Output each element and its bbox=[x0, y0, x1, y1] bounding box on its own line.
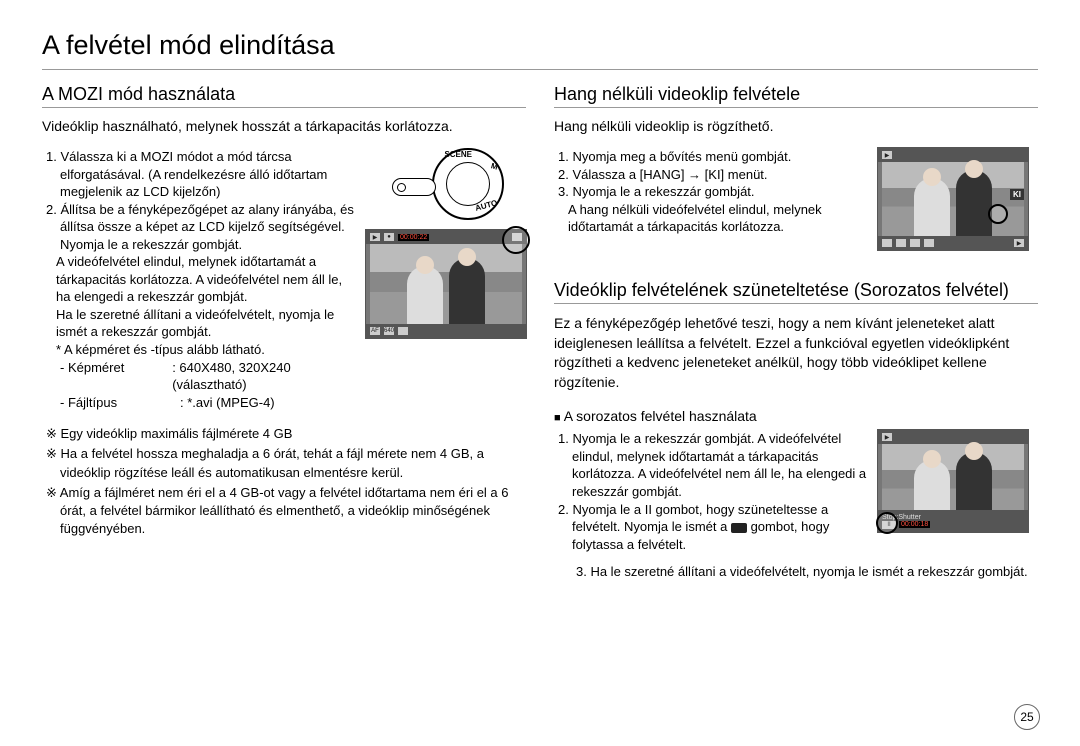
note-3: ※ Amíg a fájlméret nem éri el a 4 GB-ot … bbox=[60, 484, 526, 539]
right-a-step-2: 2. Válassza a [HANG] → [KI] menüt. bbox=[572, 166, 868, 184]
left-step-2: 2. Állítsa be a fényképezőgépet az alany… bbox=[60, 201, 356, 254]
spec-size-row: - Képméret : 640X480, 320X240 (választha… bbox=[42, 359, 356, 394]
ki-callout: KI bbox=[1010, 189, 1024, 200]
left-steps: 1. Válassza ki a MOZI módot a mód tárcsa… bbox=[42, 148, 356, 411]
right-a-heading: Hang nélküli videoklip felvétele bbox=[554, 84, 1038, 105]
subject-b bbox=[956, 170, 992, 236]
page-number: 25 bbox=[1014, 704, 1040, 730]
spec-type-label: - Fájltípus bbox=[60, 394, 180, 412]
quality-icon bbox=[398, 327, 408, 335]
spec-size-label: - Képméret bbox=[60, 359, 172, 394]
mode-icon: ▶ bbox=[370, 233, 380, 241]
mute-preview-image bbox=[882, 162, 1024, 236]
left-heading: A MOZI mód használata bbox=[42, 84, 526, 105]
tool-icon bbox=[910, 239, 920, 247]
right-b-figure-wrap: ▶ Stop:Shutter II 00:00:18 bbox=[878, 430, 1038, 553]
subject-b bbox=[449, 258, 485, 324]
spec-type-value: : *.avi (MPEG-4) bbox=[180, 394, 275, 412]
tool-icon bbox=[924, 239, 934, 247]
mute-topbar: ▶ bbox=[878, 148, 1028, 162]
right-b-block-1: 1. Nyomja le a rekeszzár gombját. A vide… bbox=[554, 430, 1038, 553]
pause-time: 00:00:18 bbox=[899, 521, 930, 528]
mute-preview-figure: ▶ ▶ KI bbox=[878, 148, 1028, 250]
right-b-step-3: 3. Ha le szeretné állítani a videófelvét… bbox=[572, 563, 1038, 581]
spec-size-value: : 640X480, 320X240 (választható) bbox=[172, 359, 356, 394]
mute-botbar: ▶ bbox=[878, 236, 1028, 250]
af-icon: AF bbox=[370, 327, 380, 335]
right-a-rule bbox=[554, 107, 1038, 108]
right-a-intro: Hang nélküli videoklip is rögzíthető. bbox=[554, 118, 1038, 134]
subject-a bbox=[914, 178, 950, 236]
right-a-step-1: 1. Nyomja meg a bővítés menü gombját. bbox=[572, 148, 868, 166]
left-intro: Videóklip használható, melynek hosszát a… bbox=[42, 118, 526, 134]
right-a-block: 1. Nyomja meg a bővítés menü gombját. 2.… bbox=[554, 148, 1038, 250]
mute-icon-highlight bbox=[988, 204, 1008, 224]
subject-b bbox=[956, 452, 992, 518]
pause-preview-image bbox=[882, 444, 1024, 518]
lcd-preview-image bbox=[370, 244, 522, 324]
play-icon: ▶ bbox=[1014, 239, 1024, 247]
mode-icon: ▶ bbox=[882, 433, 892, 441]
right-a-figure-wrap: ▶ ▶ KI bbox=[878, 148, 1038, 250]
video-icon-highlight bbox=[502, 226, 530, 254]
lcd-botbar: AF 640 bbox=[366, 324, 526, 338]
mode-dial-figure: SCENE M AUTO bbox=[386, 148, 506, 224]
left-step2-cont-1: A videófelvétel elindul, melynek időtart… bbox=[42, 253, 356, 306]
right-b-heading: Videóklip felvételének szüneteltetése (S… bbox=[554, 280, 1038, 301]
left-step2-cont-2: Ha le szeretné állítani a videófelvételt… bbox=[42, 306, 356, 341]
rec-icon: ● bbox=[384, 233, 394, 241]
spec-type-row: - Fájltípus : *.avi (MPEG-4) bbox=[42, 394, 356, 412]
note-1: ※ Egy videóklip maximális fájlmérete 4 G… bbox=[60, 425, 526, 443]
pause-topbar: ▶ bbox=[878, 430, 1028, 444]
left-rule bbox=[42, 107, 526, 108]
left-notes: ※ Egy videóklip maximális fájlmérete 4 G… bbox=[42, 425, 526, 538]
title-rule bbox=[42, 69, 1038, 70]
right-b-step-3-wrap: 3. Ha le szeretné állítani a videófelvét… bbox=[554, 563, 1038, 581]
two-column-layout: A MOZI mód használata Videóklip használh… bbox=[42, 84, 1038, 581]
dial-tab bbox=[392, 178, 436, 196]
right-b-rule bbox=[554, 303, 1038, 304]
left-figures: SCENE M AUTO ▶ ● 00:00:22 bbox=[366, 148, 526, 411]
right-a-steps: 1. Nyomja meg a bővítés menü gombját. 2.… bbox=[554, 148, 868, 250]
res-icon: 640 bbox=[384, 327, 394, 335]
page-title: A felvétel mód elindítása bbox=[42, 30, 1038, 61]
subject-a bbox=[407, 266, 443, 324]
resume-button-icon bbox=[731, 523, 747, 533]
pause-botbar: Stop:Shutter II 00:00:18 bbox=[878, 510, 1028, 532]
dial-inner-ring bbox=[446, 162, 490, 206]
mode-icon: ▶ bbox=[882, 151, 892, 159]
left-step2-cont-3: * A képméret és -típus alább látható. bbox=[42, 341, 356, 359]
tool-icon bbox=[896, 239, 906, 247]
right-b-step-2: 2. Nyomja le a II gombot, hogy szünetelt… bbox=[572, 501, 868, 554]
right-b-intro: Ez a fényképezőgép lehetővé teszi, hogy … bbox=[554, 314, 1038, 392]
dial-label-scene: SCENE bbox=[444, 150, 472, 159]
note-2: ※ Ha a felvétel hossza meghaladja a 6 ór… bbox=[60, 445, 526, 481]
left-step-1: 1. Válassza ki a MOZI módot a mód tárcsa… bbox=[60, 148, 356, 201]
left-column: A MOZI mód használata Videóklip használh… bbox=[42, 84, 526, 581]
lcd-time: 00:00:22 bbox=[398, 234, 429, 241]
right-a-step-3: 3. Nyomja le a rekeszzár gombját. bbox=[572, 183, 868, 201]
pause-preview-figure: ▶ Stop:Shutter II 00:00:18 bbox=[878, 430, 1028, 532]
right-a-step3-cont: A hang nélküli videófelvétel elindul, me… bbox=[554, 201, 868, 236]
left-body-block: 1. Válassza ki a MOZI módot a mód tárcsa… bbox=[42, 148, 526, 411]
right-b-steps: 1. Nyomja le a rekeszzár gombját. A vide… bbox=[554, 430, 868, 553]
tool-icon bbox=[882, 239, 892, 247]
lcd-preview-figure: ▶ ● 00:00:22 AF 640 bbox=[366, 230, 526, 338]
right-b-step-1: 1. Nyomja le a rekeszzár gombját. A vide… bbox=[572, 430, 868, 500]
right-column: Hang nélküli videoklip felvétele Hang né… bbox=[554, 84, 1038, 581]
right-b-subhead: A sorozatos felvétel használata bbox=[554, 408, 1038, 424]
